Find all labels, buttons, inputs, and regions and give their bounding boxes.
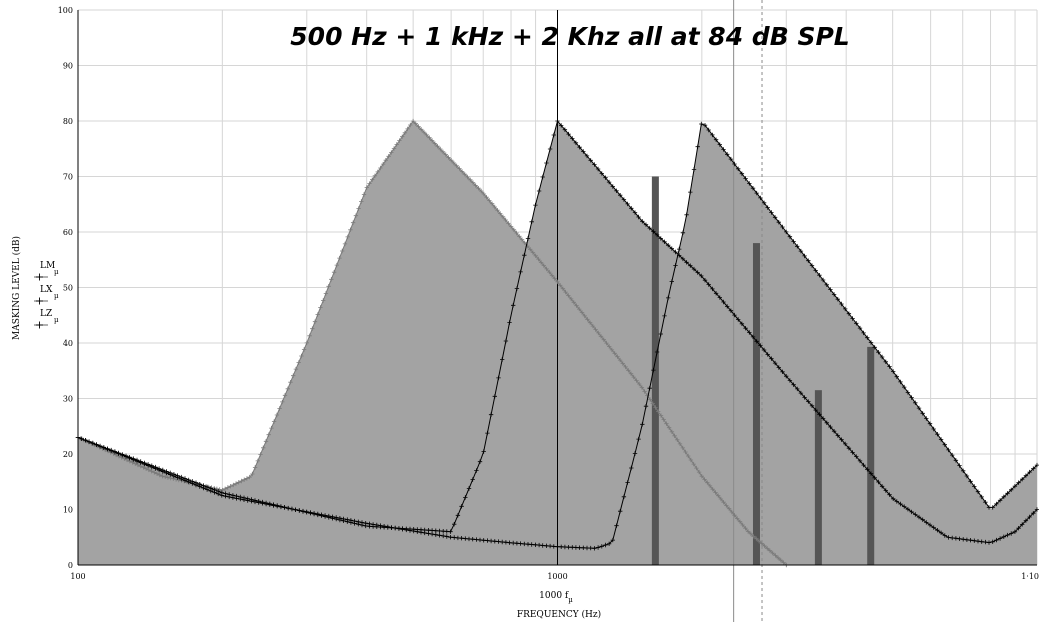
legend-label: LX	[40, 285, 53, 295]
legend-sub: µ	[54, 292, 59, 300]
y-tick-label: 90	[63, 62, 73, 71]
legend-entry: LXµ	[34, 285, 59, 305]
tick-labels: 0 10 20 30 40 50 60 70 80 90 100 100 1000 1·10	[58, 6, 1039, 581]
reference-lines	[557, 0, 763, 622]
y-tick-label: 100	[58, 6, 73, 15]
tone-bar	[867, 346, 875, 565]
tone-bar	[814, 390, 822, 565]
tone-bar	[651, 176, 659, 565]
y-tick-label: 0	[68, 561, 73, 570]
legend-entry: LMµ	[34, 261, 59, 281]
tone-bar	[752, 243, 760, 565]
x-tick-label: 1000	[547, 572, 567, 581]
y-tick-label: 40	[63, 339, 73, 348]
y-tick-label: 70	[63, 173, 73, 182]
axes	[77, 10, 1037, 566]
y-tick-label: 30	[63, 395, 73, 404]
x-axis-label-top: 1000 fµ	[539, 591, 573, 604]
legend-entry: LZµ	[34, 309, 59, 329]
tone-bars	[651, 176, 875, 565]
legend-sub: µ	[54, 268, 59, 276]
legend-sub: µ	[54, 316, 59, 324]
y-axis-label: MASKING LEVEL (dB)	[11, 236, 22, 340]
y-tick-label: 20	[63, 450, 73, 459]
y-tick-label: 10	[63, 506, 73, 515]
legend-label: LM	[40, 261, 55, 271]
legend-label: LZ	[40, 309, 52, 319]
x-tick-label: 100	[70, 572, 85, 581]
x-tick-label: 1·10	[1021, 572, 1039, 581]
y-tick-label: 60	[63, 228, 73, 237]
y-tick-label: 80	[63, 117, 73, 126]
x-axis-label-group: 1000 fµ FREQUENCY (Hz)	[517, 591, 601, 620]
x-axis-label: FREQUENCY (Hz)	[517, 609, 601, 620]
y-tick-label: 50	[63, 284, 73, 293]
chart-title: 500 Hz + 1 kHz + 2 Khz all at 84 dB SPL	[290, 22, 849, 51]
series-lines	[75, 118, 1039, 568]
